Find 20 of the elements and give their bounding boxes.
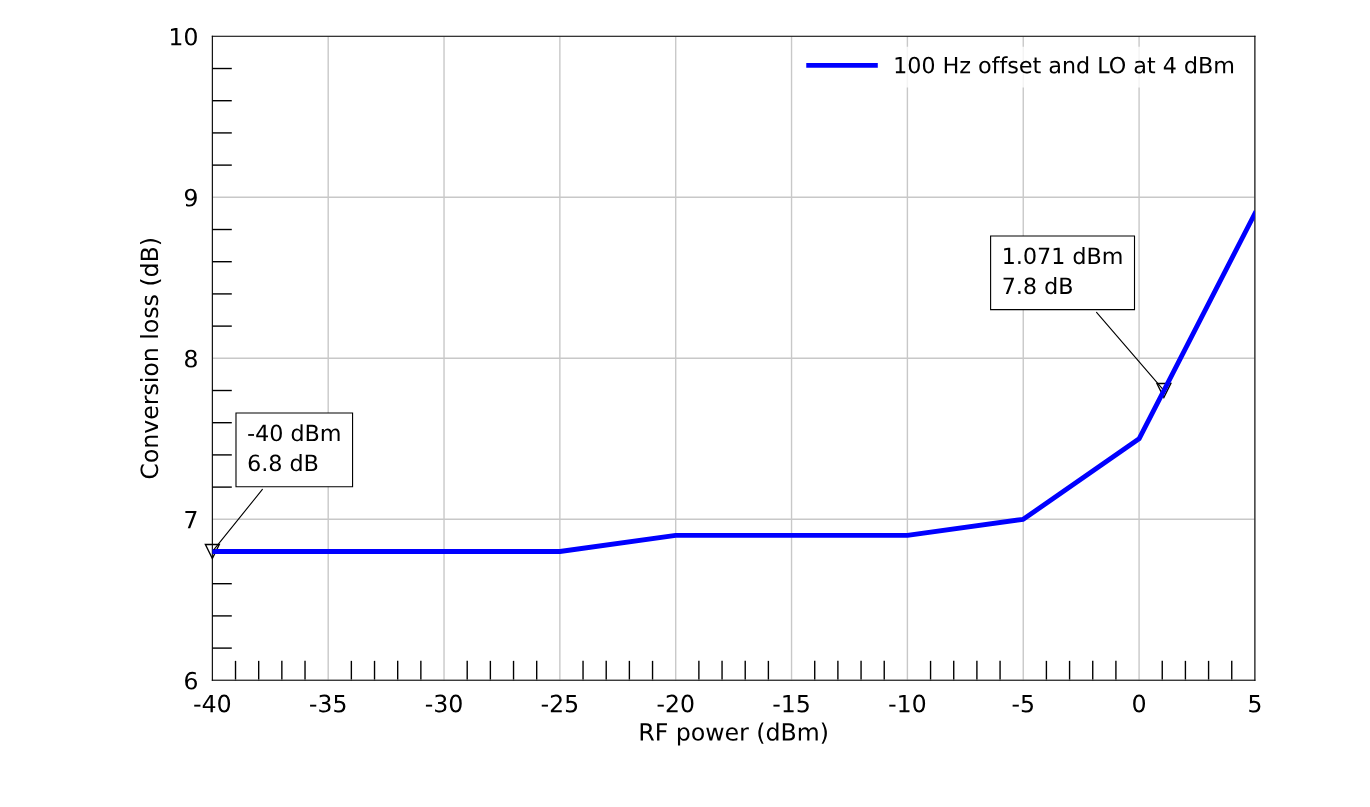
annotation: -40 dBm 6.8 dB (248, 424, 340, 472)
x-tick-label: -40 (194, 694, 231, 713)
x-tick-label: -10 (889, 694, 926, 713)
x-tick-label: -5 (1012, 694, 1033, 713)
x-tick-label: -20 (657, 694, 694, 713)
x-tick-label: 0 (1133, 694, 1146, 713)
x-tick-label: 5 (1249, 694, 1261, 713)
y-tick-label: 8 (185, 349, 197, 368)
y-tick-label: 7 (185, 511, 197, 529)
x-tick-label: -25 (541, 694, 578, 713)
y-tick-label: 10 (171, 27, 197, 46)
y-tick-label: 6 (185, 671, 197, 690)
y-axis-title: Conversion loss (dB) (140, 239, 162, 479)
annotation: 1.071 dBm 7.8 dB (1003, 247, 1122, 295)
x-tick-label: -30 (425, 694, 462, 713)
x-tick-label: -35 (310, 694, 346, 713)
y-tick-label: 9 (184, 188, 197, 207)
legend-label: 100 Hz offset and LO at 4 dBm (895, 56, 1234, 74)
x-tick-label: -15 (773, 694, 809, 713)
x-axis-title: RF power (dBm) (640, 722, 827, 746)
